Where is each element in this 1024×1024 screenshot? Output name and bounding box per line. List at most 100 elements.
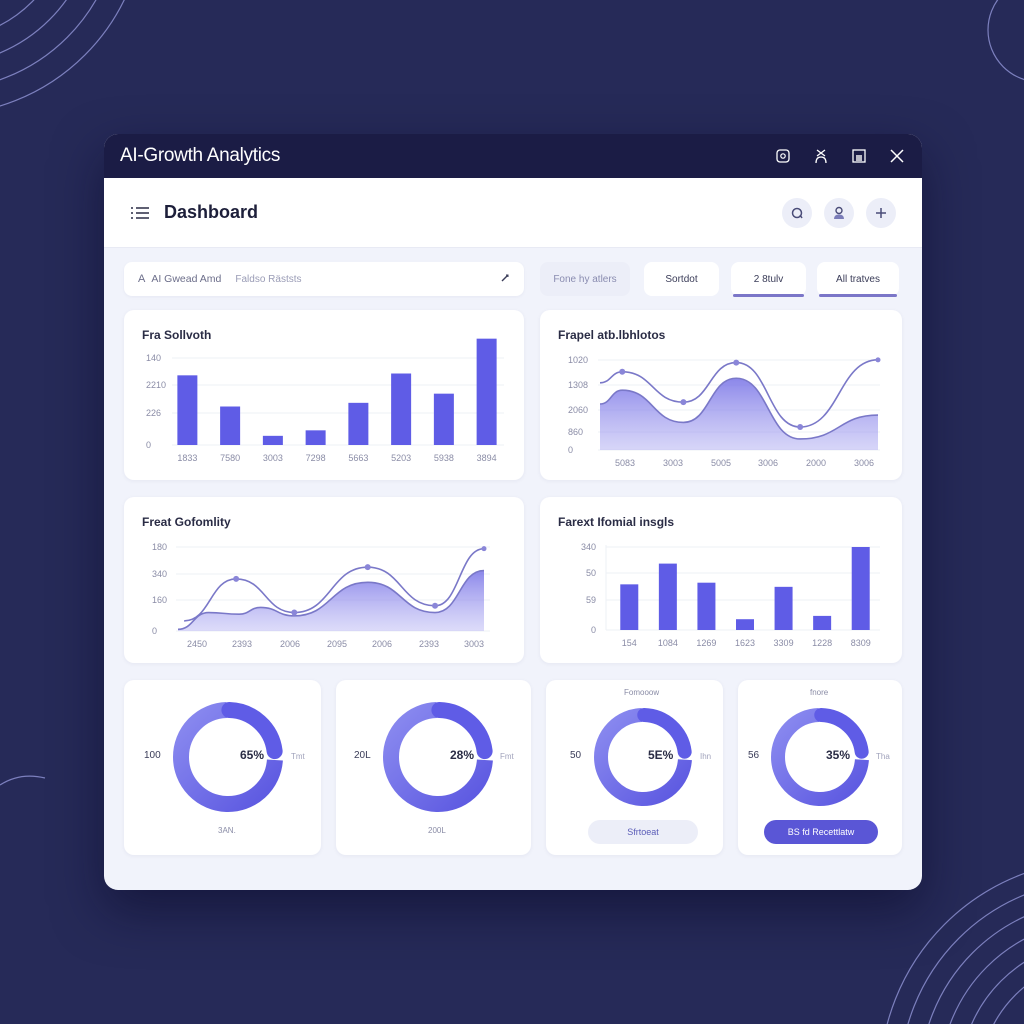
svg-text:860: 860 [568,427,583,437]
page-header: Dashboard [104,178,922,248]
svg-text:3003: 3003 [263,453,283,463]
svg-text:1623: 1623 [735,638,755,648]
svg-text:180: 180 [152,542,167,552]
title-bar: AI-Growth Analytics [104,134,922,178]
svg-text:0: 0 [152,626,157,636]
filter-chip-1[interactable]: Fone hy atlers [540,262,630,296]
app-window: AI-Growth Analytics Dashboard [104,134,922,890]
donut-left-label: 50 [570,750,582,761]
svg-text:50: 50 [586,568,596,578]
svg-text:3894: 3894 [477,453,497,463]
svg-text:8309: 8309 [851,638,871,648]
add-button[interactable] [866,197,896,228]
donut-right-label: Tha [876,752,890,761]
svg-text:5083: 5083 [615,458,635,468]
filter-chip-4[interactable]: All tratves [817,262,899,297]
svg-text:2393: 2393 [232,639,252,649]
search-prefix: A [138,273,146,285]
bar [774,586,793,630]
card-title: Freat Gofomlity [142,515,231,529]
donut-action-button-3[interactable]: Sfrtoeat [588,820,698,844]
svg-text:2000: 2000 [806,458,826,468]
svg-text:59: 59 [586,595,596,605]
svg-text:2210: 2210 [146,380,166,390]
card-title: Frapel atb.lbhlotos [558,328,666,342]
donut-left-label: 20L [354,750,371,761]
svg-text:2006: 2006 [372,639,392,649]
donut-left-label: 56 [748,750,760,761]
search-value: AI Gwead Amd [151,273,222,285]
donut-center-value: 5E% [648,748,674,762]
bar [620,584,639,630]
user-button[interactable] [824,197,854,228]
close-icon[interactable] [888,147,906,165]
svg-text:7580: 7580 [220,453,240,463]
donut-chart-2 [383,702,493,812]
filter-chip-3[interactable]: 2 8tulv [731,262,806,297]
svg-text:2060: 2060 [568,405,588,415]
bar [813,615,832,630]
svg-text:5938: 5938 [434,453,454,463]
window-icon[interactable] [850,147,868,165]
donut-center-value: 35% [826,748,851,762]
donut-center-value: 28% [450,748,475,762]
svg-text:5203: 5203 [391,453,411,463]
svg-text:2006: 2006 [280,639,300,649]
refresh-button[interactable] [782,197,812,228]
donut-card-3: Fomooow 50 5E% Ihn Sfrtoeat [546,680,723,855]
svg-text:5663: 5663 [348,453,368,463]
svg-text:5005: 5005 [711,458,731,468]
search-subtext: Faldso Räststs [235,273,302,285]
svg-text:1084: 1084 [658,638,678,648]
svg-text:3003: 3003 [464,639,484,649]
donut-bottom-label: 3AN. [218,826,236,835]
app-title: AI-Growth Analytics [120,145,281,166]
donut-top-label: fnore [810,688,829,697]
area-chart-card-2: 0 160 340 180 2450 2393 2006 2095 2006 2393 3003 … [124,497,524,663]
bar [736,619,754,630]
page-title: Dashboard [164,202,259,222]
svg-text:154: 154 [622,638,637,648]
bar-chart-card-1: 0 226 2210 140 1833 7580 3003 7298 5663 5203 5938… [124,310,524,480]
filter-chip-2[interactable]: Sortdot [644,262,719,296]
donut-chart-4 [771,708,869,806]
bar [476,338,497,445]
screenshot-icon[interactable] [774,147,792,165]
svg-text:1269: 1269 [696,638,716,648]
donut-card-1: 100 65% Tmt 3AN. [124,680,321,855]
donut-right-label: Tmt [291,752,305,761]
bar [433,393,454,445]
bar [391,373,412,445]
area-chart-card-1: 0 860 2060 1308 1020 5083 3003 5005 3006 2000 300… [540,310,902,480]
donut-card-2: 20L 28% Fmt 200L [336,680,531,855]
svg-text:1228: 1228 [812,638,832,648]
svg-text:3006: 3006 [758,458,778,468]
donut-action-button-4[interactable]: BS fd Recettlatw [764,820,878,844]
area-chart-1: 0 860 2060 1308 1020 5083 3003 5005 3006 2000 300… [568,355,881,468]
person-icon[interactable] [812,147,830,165]
bar [220,406,241,445]
donut-chart-3 [594,708,692,806]
donut-chart-1 [173,702,283,812]
edit-icon[interactable] [500,273,510,286]
svg-text:0: 0 [146,440,151,450]
plus-icon [876,207,886,218]
area-chart-2: 0 160 340 180 2450 2393 2006 2095 2006 2393 3003 [152,542,490,649]
svg-text:3309: 3309 [774,638,794,648]
donut-top-label: Fomooow [624,688,660,697]
svg-text:0: 0 [568,445,573,455]
bar [697,582,716,630]
svg-text:1833: 1833 [177,453,197,463]
donut-center-value: 65% [240,748,265,762]
search-input[interactable]: A AI Gwead Amd Faldso Räststs [124,262,524,296]
bar [305,430,326,445]
bar-chart-card-2: 0 59 50 340 154 1084 1269 1623 3309 1228 8309 Far… [540,497,902,663]
svg-text:1308: 1308 [568,380,588,390]
svg-text:2095: 2095 [327,639,347,649]
svg-text:3006: 3006 [854,458,874,468]
bar-chart-1: 0 226 2210 140 1833 7580 3003 7298 5663 5203 5938… [146,338,504,463]
card-title: Farext Ifomial insgls [558,515,675,529]
menu-icon[interactable] [130,205,150,221]
bar [262,435,283,445]
svg-text:1020: 1020 [568,355,588,365]
